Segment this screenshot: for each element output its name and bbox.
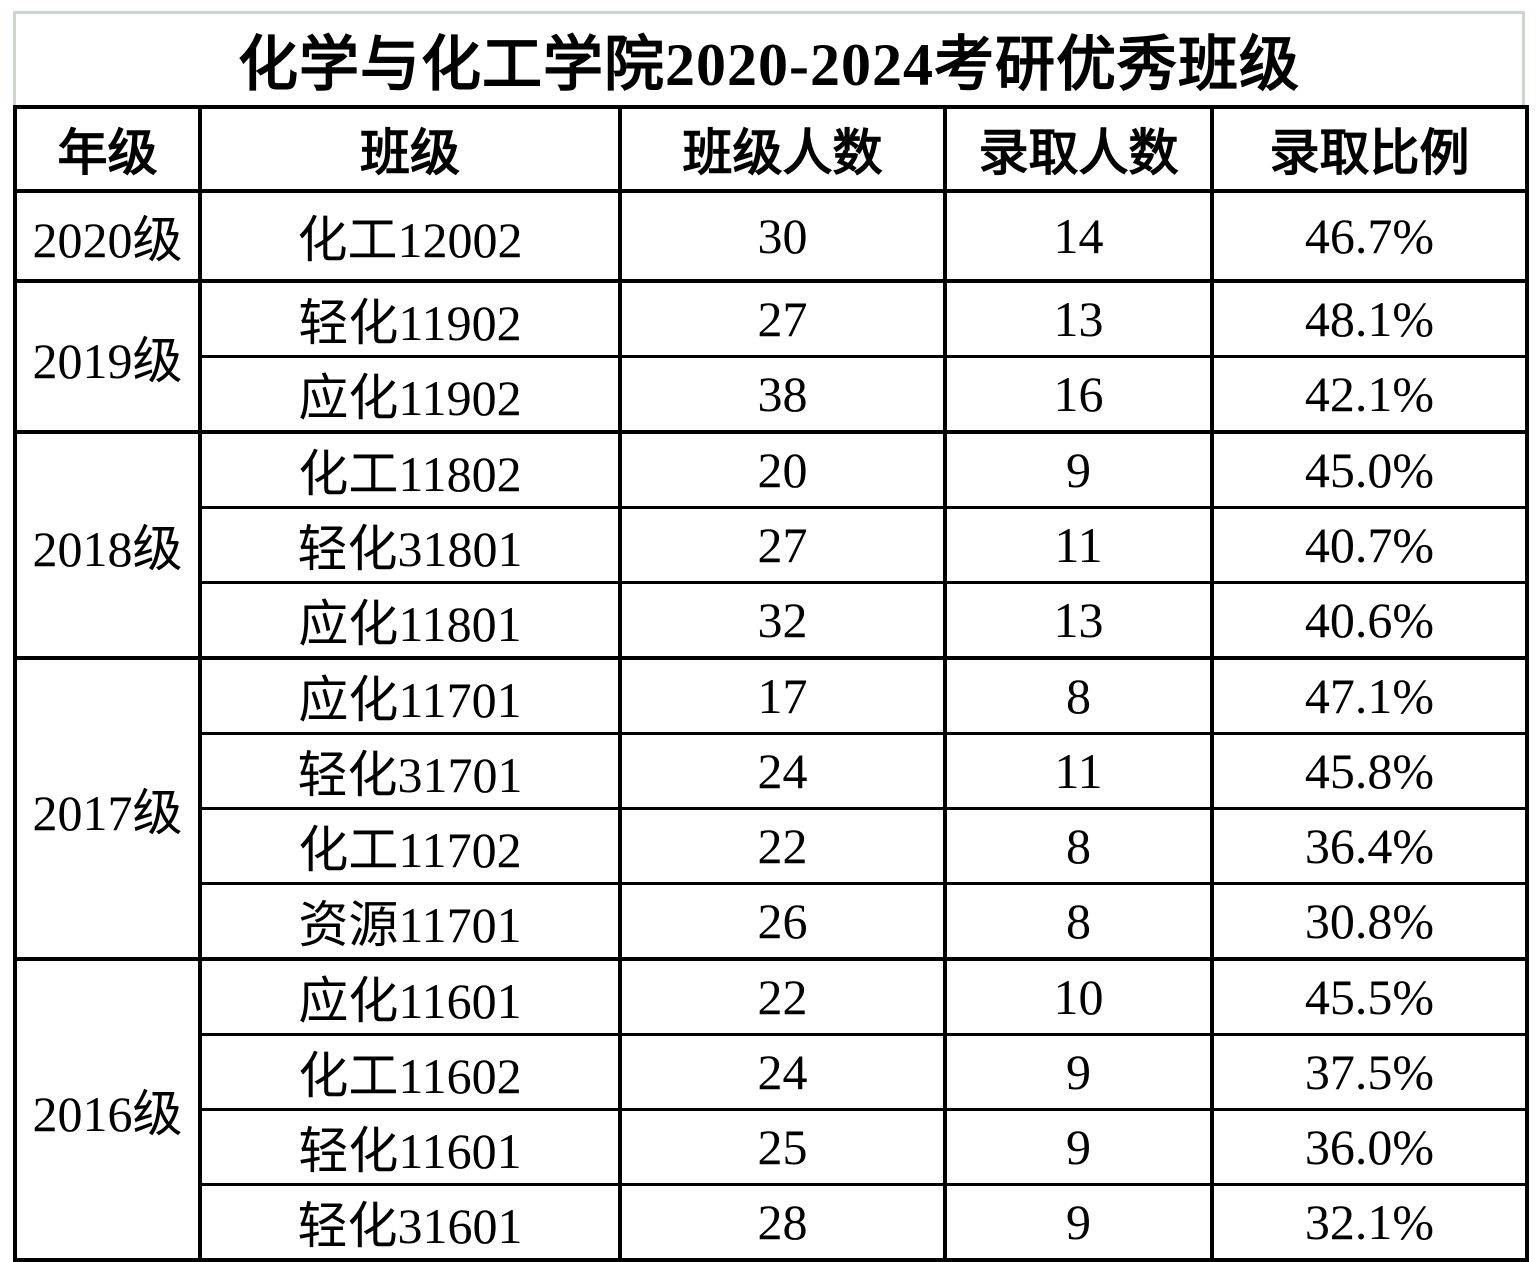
table-row: 轻化31601 28 9 32.1% bbox=[15, 1183, 1529, 1262]
class-cell: 化工11802 bbox=[198, 430, 622, 509]
table-row: 应化11902 38 16 42.1% bbox=[15, 355, 1529, 434]
admitted-cell: 8 bbox=[943, 882, 1214, 961]
ratio-cell: 36.4% bbox=[1210, 807, 1529, 885]
class-size-cell: 22 bbox=[618, 807, 947, 885]
table-row: 2016级 应化11601 22 10 45.5% bbox=[13, 957, 1529, 1262]
admitted-cell: 13 bbox=[943, 581, 1214, 660]
class-cell: 化工12002 bbox=[198, 189, 622, 283]
table-row: 轻化31701 24 11 45.8% bbox=[15, 732, 1529, 810]
admitted-cell: 8 bbox=[943, 807, 1214, 885]
admitted-cell: 9 bbox=[943, 1033, 1214, 1111]
ratio-cell: 45.8% bbox=[1210, 732, 1529, 810]
column-header-admitted: 录取人数 bbox=[943, 105, 1214, 193]
ratio-cell: 45.5% bbox=[1210, 957, 1529, 1036]
class-cell: 应化11601 bbox=[198, 957, 622, 1036]
table-row: 轻化11601 25 9 36.0% bbox=[15, 1108, 1529, 1186]
admitted-cell: 16 bbox=[943, 355, 1214, 434]
data-table: 年级 班级 班级人数 录取人数 录取比例 2020级 化工12002 30 14… bbox=[13, 105, 1529, 1262]
table-row: 2017级 应化11701 17 8 47.1% bbox=[13, 656, 1529, 961]
class-cell: 化工11702 bbox=[198, 807, 622, 885]
column-header-class-size: 班级人数 bbox=[618, 105, 947, 193]
class-size-cell: 27 bbox=[618, 279, 947, 358]
class-size-cell: 22 bbox=[618, 957, 947, 1036]
admitted-cell: 8 bbox=[943, 656, 1214, 735]
column-header-ratio: 录取比例 bbox=[1210, 105, 1529, 193]
table-row: 2019级 轻化11902 27 13 48.1% bbox=[13, 279, 1529, 434]
table-title: 化学与化工学院2020-2024考研优秀班级 bbox=[13, 11, 1525, 105]
class-cell: 轻化11902 bbox=[198, 279, 622, 358]
class-cell: 轻化31601 bbox=[198, 1183, 622, 1262]
ratio-cell: 32.1% bbox=[1210, 1183, 1529, 1262]
ratio-cell: 46.7% bbox=[1210, 189, 1529, 283]
ratio-cell: 37.5% bbox=[1210, 1033, 1529, 1111]
admitted-cell: 9 bbox=[943, 430, 1214, 509]
admitted-cell: 9 bbox=[943, 1183, 1214, 1262]
class-cell: 应化11801 bbox=[198, 581, 622, 660]
table-row: 2020级 化工12002 30 14 46.7% bbox=[13, 189, 1529, 283]
class-size-cell: 28 bbox=[618, 1183, 947, 1262]
grade-cell: 2020级 bbox=[13, 189, 202, 283]
class-size-cell: 24 bbox=[618, 1033, 947, 1111]
ratio-cell: 40.7% bbox=[1210, 506, 1529, 584]
grade-cell: 2019级 bbox=[13, 279, 202, 434]
class-size-cell: 30 bbox=[618, 189, 947, 283]
column-header-class: 班级 bbox=[198, 105, 622, 193]
admitted-cell: 13 bbox=[943, 279, 1214, 358]
class-cell: 应化11701 bbox=[198, 656, 622, 735]
ratio-cell: 36.0% bbox=[1210, 1108, 1529, 1186]
ratio-cell: 30.8% bbox=[1210, 882, 1529, 961]
class-size-cell: 27 bbox=[618, 506, 947, 584]
class-size-cell: 32 bbox=[618, 581, 947, 660]
class-cell: 轻化31701 bbox=[198, 732, 622, 810]
ratio-cell: 48.1% bbox=[1210, 279, 1529, 358]
class-size-cell: 20 bbox=[618, 430, 947, 509]
ratio-cell: 45.0% bbox=[1210, 430, 1529, 509]
grade-cell: 2016级 bbox=[13, 957, 202, 1262]
class-cell: 化工11602 bbox=[198, 1033, 622, 1111]
ratio-cell: 40.6% bbox=[1210, 581, 1529, 660]
class-size-cell: 25 bbox=[618, 1108, 947, 1186]
table-row: 化工11702 22 8 36.4% bbox=[15, 807, 1529, 885]
grade-cell: 2018级 bbox=[13, 430, 202, 660]
class-cell: 应化11902 bbox=[198, 355, 622, 434]
admitted-cell: 14 bbox=[943, 189, 1214, 283]
ratio-cell: 42.1% bbox=[1210, 355, 1529, 434]
ratio-cell: 47.1% bbox=[1210, 656, 1529, 735]
class-cell: 轻化31801 bbox=[198, 506, 622, 584]
grade-cell: 2017级 bbox=[13, 656, 202, 961]
class-size-cell: 24 bbox=[618, 732, 947, 810]
admitted-cell: 9 bbox=[943, 1108, 1214, 1186]
table-row: 资源11701 26 8 30.8% bbox=[15, 882, 1529, 961]
spreadsheet-region: 化学与化工学院2020-2024考研优秀班级 年级 班级 班级人数 录取人数 录… bbox=[13, 11, 1529, 1262]
admitted-cell: 11 bbox=[943, 732, 1214, 810]
table-row: 应化11801 32 13 40.6% bbox=[15, 581, 1529, 660]
table-row: 轻化31801 27 11 40.7% bbox=[15, 506, 1529, 584]
header-row: 年级 班级 班级人数 录取人数 录取比例 bbox=[13, 105, 1529, 193]
admitted-cell: 11 bbox=[943, 506, 1214, 584]
admitted-cell: 10 bbox=[943, 957, 1214, 1036]
class-size-cell: 26 bbox=[618, 882, 947, 961]
table-row: 2018级 化工11802 20 9 45.0% bbox=[13, 430, 1529, 660]
class-size-cell: 17 bbox=[618, 656, 947, 735]
class-cell: 轻化11601 bbox=[198, 1108, 622, 1186]
class-cell: 资源11701 bbox=[198, 882, 622, 961]
class-size-cell: 38 bbox=[618, 355, 947, 434]
table-row: 化工11602 24 9 37.5% bbox=[15, 1033, 1529, 1111]
column-header-grade: 年级 bbox=[13, 105, 202, 193]
